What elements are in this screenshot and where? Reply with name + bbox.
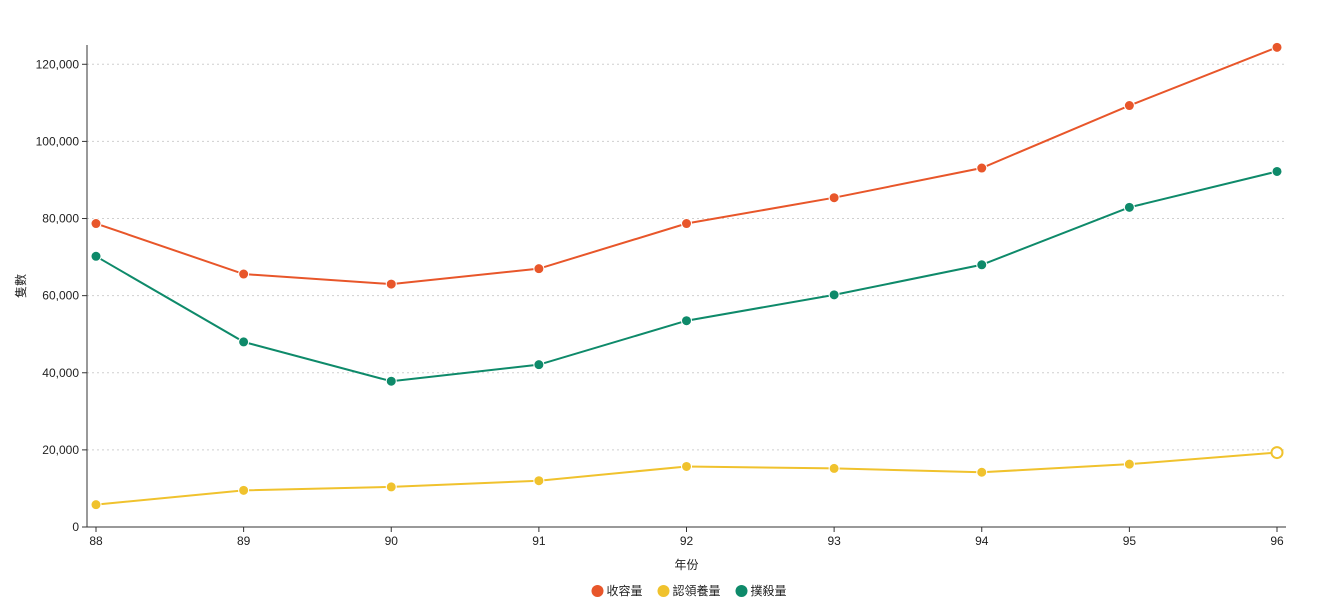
data-point[interactable] [533,475,545,487]
data-point[interactable] [1123,201,1135,213]
data-point[interactable] [1271,41,1283,53]
grid-layer [87,63,1286,451]
data-point[interactable] [90,250,102,262]
legend-item[interactable]: 收容量 [591,583,643,598]
legend-label: 認領養量 [673,583,721,598]
data-point[interactable] [238,484,250,496]
legend-item[interactable]: 認領養量 [657,583,721,598]
legend-item[interactable]: 撲殺量 [735,583,787,598]
series-layer [90,41,1284,511]
y-ticks: 0 20,000 40,000 60,000 80,000 100,000 120,000 [36,57,87,534]
x-tick-label: 92 [680,534,694,548]
series-3 [90,165,1283,387]
data-point[interactable] [90,218,102,230]
y-tick-label: 40,000 [42,366,79,380]
x-tick-label: 91 [532,534,546,548]
data-point[interactable] [1271,165,1283,177]
data-point[interactable] [828,192,840,204]
data-point[interactable] [681,460,692,472]
y-tick-label: 100,000 [36,134,80,148]
x-tick-label: 88 [89,534,103,548]
legend-swatch [657,585,670,597]
data-point[interactable] [828,289,840,301]
y-tick-label: 0 [72,520,79,534]
y-tick-label: 120,000 [36,57,80,71]
legend: 收容量 認領養量 撲殺量 [591,583,787,598]
data-point[interactable] [1123,458,1135,470]
x-tick-label: 90 [385,534,399,548]
x-tick-label: 93 [827,534,841,548]
data-point[interactable] [976,162,988,174]
data-point[interactable] [238,336,250,348]
data-point[interactable] [681,315,692,327]
data-point[interactable] [385,375,397,387]
legend-swatch [591,585,604,597]
series-line [95,451,1278,506]
data-point[interactable] [976,466,988,478]
data-point[interactable] [238,268,250,280]
x-tick-label: 94 [975,534,989,548]
axes [86,45,1286,528]
x-ticks: 88 89 90 91 92 93 94 95 96 [89,527,1284,548]
data-point[interactable] [533,359,545,371]
data-point[interactable] [1123,100,1135,112]
x-axis-title: 年份 [674,558,698,572]
data-point[interactable] [385,278,397,290]
legend-swatch [735,585,748,597]
data-point[interactable] [1270,446,1284,460]
x-tick-label: 95 [1123,534,1137,548]
data-point[interactable] [385,481,397,493]
series-1 [90,41,1283,290]
y-tick-label: 20,000 [42,443,79,457]
data-point[interactable] [533,263,545,275]
data-point[interactable] [90,499,102,511]
y-tick-label: 60,000 [42,289,79,303]
y-axis-title: 隻數 [13,274,28,298]
y-tick-label: 80,000 [42,212,79,226]
x-tick-label: 89 [237,534,251,548]
data-point[interactable] [828,462,840,474]
data-point[interactable] [976,259,988,271]
series-line [95,46,1278,286]
legend-label: 撲殺量 [751,583,787,598]
x-tick-label: 96 [1270,534,1284,548]
data-point[interactable] [681,218,692,230]
series-2 [90,446,1284,511]
legend-label: 收容量 [607,583,643,598]
